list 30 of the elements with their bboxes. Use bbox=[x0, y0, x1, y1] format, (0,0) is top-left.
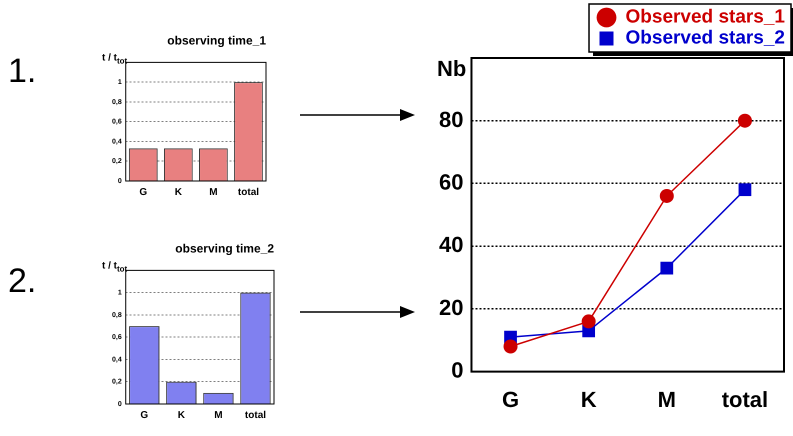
text: 2. bbox=[8, 262, 36, 301]
text: 1. bbox=[8, 52, 36, 91]
chart-title: observing time_1 bbox=[167, 34, 266, 48]
x-tick-label: total bbox=[244, 410, 266, 421]
x-tick-label: G bbox=[502, 386, 520, 412]
y-tick-label: 80 bbox=[438, 106, 464, 132]
x-tick-label: G bbox=[140, 410, 148, 421]
point bbox=[660, 188, 674, 203]
x-tick-label: K bbox=[580, 386, 597, 412]
y-tick-label: 40 bbox=[438, 232, 464, 258]
x-tick-label: K bbox=[178, 410, 186, 421]
y-axis-title: Nb bbox=[437, 56, 466, 81]
x-tick-label: K bbox=[174, 186, 183, 198]
x-tick-label: M bbox=[214, 410, 223, 421]
x-tick-label: M bbox=[658, 386, 676, 412]
x-tick-label: total bbox=[238, 186, 260, 198]
legend-label: Observed stars_1 bbox=[626, 6, 786, 28]
point bbox=[738, 114, 752, 128]
point bbox=[738, 183, 752, 196]
y-tick-label: 20 bbox=[438, 294, 464, 320]
y-tick-label: 60 bbox=[438, 170, 464, 195]
y-tick-label: 0 bbox=[451, 358, 464, 383]
chart-title: observing time_2 bbox=[175, 242, 274, 256]
x-tick-label: M bbox=[209, 186, 218, 198]
point bbox=[582, 314, 596, 328]
point bbox=[660, 262, 674, 274]
x-tick-label: G bbox=[139, 186, 148, 198]
x-tick-label: total bbox=[722, 386, 768, 412]
point bbox=[504, 340, 518, 354]
legend-label: Observed stars_2 bbox=[626, 28, 786, 49]
